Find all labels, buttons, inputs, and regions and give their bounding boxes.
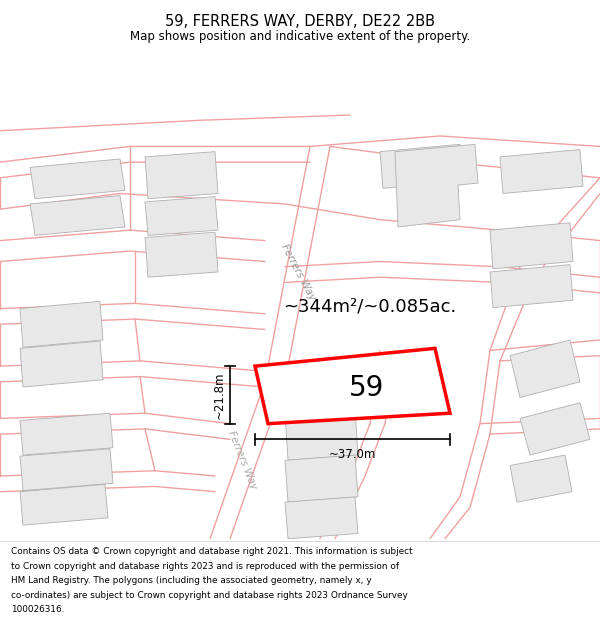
Text: 100026316.: 100026316.	[11, 606, 64, 614]
Text: 59: 59	[349, 374, 385, 402]
Polygon shape	[30, 159, 125, 199]
Polygon shape	[490, 222, 573, 269]
Polygon shape	[285, 455, 358, 502]
Polygon shape	[145, 197, 218, 236]
Text: ~37.0m: ~37.0m	[329, 448, 376, 461]
Polygon shape	[20, 449, 113, 491]
Text: Map shows position and indicative extent of the property.: Map shows position and indicative extent…	[130, 30, 470, 43]
Text: Ferrers Way: Ferrers Way	[279, 242, 317, 302]
Polygon shape	[380, 144, 463, 188]
Text: HM Land Registry. The polygons (including the associated geometry, namely x, y: HM Land Registry. The polygons (includin…	[11, 576, 371, 586]
Polygon shape	[30, 196, 125, 236]
Polygon shape	[490, 264, 573, 308]
Text: co-ordinates) are subject to Crown copyright and database rights 2023 Ordnance S: co-ordinates) are subject to Crown copyr…	[11, 591, 407, 600]
Polygon shape	[520, 402, 590, 455]
Polygon shape	[20, 341, 103, 387]
Polygon shape	[500, 149, 583, 194]
Polygon shape	[285, 497, 358, 539]
Text: to Crown copyright and database rights 2023 and is reproduced with the permissio: to Crown copyright and database rights 2…	[11, 562, 399, 571]
Polygon shape	[20, 413, 113, 455]
Text: Contains OS data © Crown copyright and database right 2021. This information is : Contains OS data © Crown copyright and d…	[11, 548, 412, 556]
Text: 59, FERRERS WAY, DERBY, DE22 2BB: 59, FERRERS WAY, DERBY, DE22 2BB	[165, 14, 435, 29]
Polygon shape	[285, 408, 358, 460]
Text: Ferrers Way: Ferrers Way	[226, 429, 258, 491]
Text: ~344m²/~0.085ac.: ~344m²/~0.085ac.	[283, 298, 457, 316]
Polygon shape	[510, 340, 580, 398]
Polygon shape	[510, 455, 572, 502]
Polygon shape	[20, 301, 103, 348]
Text: ~21.8m: ~21.8m	[213, 371, 226, 419]
Polygon shape	[255, 348, 450, 424]
Polygon shape	[145, 232, 218, 278]
Polygon shape	[395, 144, 478, 227]
Polygon shape	[20, 484, 108, 525]
Polygon shape	[145, 152, 218, 199]
